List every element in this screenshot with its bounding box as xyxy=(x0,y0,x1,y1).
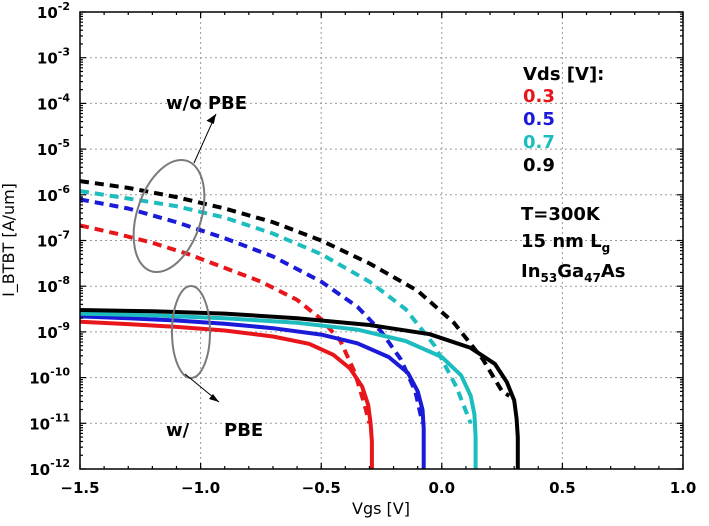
material-as: As xyxy=(601,261,626,282)
y-tick-label: 10-12 xyxy=(29,457,70,479)
series-vds-09-wo-pbe-line xyxy=(79,179,511,398)
y-tick-label: 10-4 xyxy=(37,91,70,113)
material-in-subscript: 53 xyxy=(541,271,558,285)
legend-entry-09: 0.9 xyxy=(523,155,555,176)
axis-ticks xyxy=(79,11,684,470)
x-tick-label: 0.5 xyxy=(549,479,576,497)
w-pbe-ellipse xyxy=(171,285,211,379)
w-pbe-label-suffix: PBE xyxy=(224,420,263,441)
y-tick-base: 10 xyxy=(37,4,58,22)
x-tick-label: 1.0 xyxy=(670,479,697,497)
material-label: In53Ga47As xyxy=(521,261,626,285)
wo-pbe-label: w/o PBE xyxy=(166,93,247,114)
material-ga: Ga xyxy=(557,261,584,282)
y-tick-exponent: -12 xyxy=(50,457,70,470)
y-tick-label: 10-8 xyxy=(37,274,70,296)
wo-pbe-arrowhead xyxy=(206,114,216,124)
material-ga-subscript: 47 xyxy=(584,271,601,285)
y-tick-base: 10 xyxy=(37,141,58,159)
y-tick-exponent: -5 xyxy=(58,137,70,150)
series-vds-07-wo-pbe-line xyxy=(79,189,473,425)
gate-length-text: 15 nm L xyxy=(521,231,602,252)
y-tick-exponent: -4 xyxy=(58,91,71,104)
y-tick-label: 10-7 xyxy=(37,229,70,251)
y-tick-base: 10 xyxy=(29,461,50,479)
gate-length-label: 15 nm Lg xyxy=(521,231,610,255)
y-tick-base: 10 xyxy=(29,370,50,388)
x-tick-label: 0.0 xyxy=(429,479,456,497)
legend-title: Vds [V]: xyxy=(523,64,604,85)
y-tick-exponent: -10 xyxy=(50,366,70,379)
y-axis-label: I_BTBT [A/um] xyxy=(0,183,19,297)
x-tick-label: −1.5 xyxy=(60,479,99,497)
y-tick-label: 10-10 xyxy=(29,366,70,388)
x-tick-label: −1.0 xyxy=(181,479,220,497)
legend-entry-07: 0.7 xyxy=(523,132,555,153)
temperature-label: T=300K xyxy=(521,204,601,225)
grid xyxy=(80,12,683,469)
y-tick-label: 10-11 xyxy=(29,411,70,433)
y-tick-label: 10-9 xyxy=(37,320,70,342)
y-tick-exponent: -8 xyxy=(58,274,70,287)
y-tick-base: 10 xyxy=(37,95,58,113)
x-axis-label: Vgs [V] xyxy=(352,499,410,518)
material-in: In xyxy=(521,261,541,282)
series-vds-09-w-pbe-line xyxy=(79,308,520,469)
y-tick-base: 10 xyxy=(37,233,58,251)
y-tick-label: 10-3 xyxy=(37,46,70,68)
y-tick-exponent: -11 xyxy=(50,411,70,424)
gate-length-subscript: g xyxy=(602,241,611,255)
y-tick-exponent: -3 xyxy=(58,46,70,59)
y-tick-base: 10 xyxy=(37,187,58,205)
y-tick-base: 10 xyxy=(37,50,58,68)
y-tick-exponent: -6 xyxy=(58,183,71,196)
y-tick-exponent: -7 xyxy=(58,229,70,242)
x-tick-label: −0.5 xyxy=(302,479,341,497)
y-tick-base: 10 xyxy=(37,278,58,296)
y-tick-exponent: -9 xyxy=(58,320,70,333)
wo-pbe-ellipse xyxy=(132,158,206,274)
w-pbe-arrowhead xyxy=(209,394,219,402)
series-layer xyxy=(79,179,520,469)
series-vds-07-w-pbe-line xyxy=(79,311,478,469)
y-tick-label: 10-2 xyxy=(37,0,70,22)
y-tick-label: 10-6 xyxy=(37,183,70,205)
y-tick-labels: 10-210-310-410-510-610-710-810-910-1010-… xyxy=(29,0,70,479)
legend: Vds [V]: 0.30.50.70.9 xyxy=(523,64,604,176)
y-tick-base: 10 xyxy=(37,324,58,342)
w-pbe-label-prefix: w/ xyxy=(166,420,190,441)
legend-entry-03: 0.3 xyxy=(523,86,555,107)
y-tick-exponent: -2 xyxy=(58,0,70,13)
y-tick-label: 10-5 xyxy=(37,137,70,159)
series-vds-05-w-pbe-line xyxy=(79,314,426,469)
legend-entry-05: 0.5 xyxy=(523,109,555,130)
y-tick-base: 10 xyxy=(29,415,50,433)
series-vds-03-w-pbe-line xyxy=(79,319,374,469)
x-tick-labels: −1.5 −1.0 −0.5 0.0 0.5 1.0 xyxy=(60,479,696,497)
